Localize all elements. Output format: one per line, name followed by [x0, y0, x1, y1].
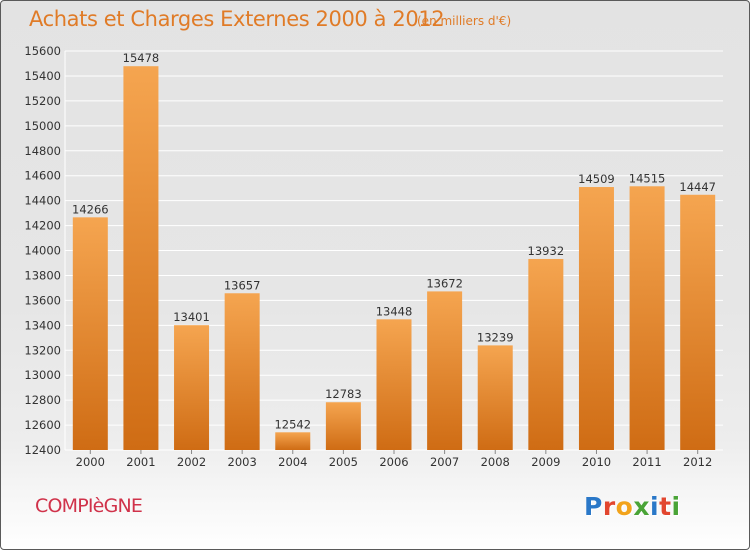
logo-letter: P — [584, 492, 603, 521]
y-tick-label: 15400 — [24, 69, 61, 83]
bar — [578, 187, 614, 450]
data-label: 15478 — [123, 51, 160, 65]
x-tick-label: 2002 — [177, 455, 206, 469]
x-tick-label: 2012 — [683, 455, 712, 469]
bar — [123, 66, 159, 450]
y-tick-label: 14200 — [24, 219, 61, 233]
logo-letter: i — [671, 492, 681, 521]
chart-title: Achats et Charges Externes 2000 à 2012 — [29, 7, 445, 31]
y-axis-ticks: 12400 12600 12800 13000 13200 13400 13600 13800… — [24, 44, 61, 457]
data-label: 14515 — [629, 171, 666, 185]
x-tick-label: 2009 — [531, 455, 560, 469]
bar — [477, 345, 513, 450]
data-label: 13672 — [426, 276, 463, 290]
x-tick-label: 2000 — [76, 455, 105, 469]
data-label: 13448 — [376, 304, 413, 318]
x-tick-label: 2001 — [126, 455, 155, 469]
data-label: 14509 — [578, 172, 615, 186]
data-label: 13932 — [528, 244, 565, 258]
bar — [680, 194, 716, 450]
y-tick-label: 13400 — [24, 318, 61, 332]
bar — [224, 293, 260, 450]
logo-letter: t — [659, 492, 672, 521]
x-tick-label: 2006 — [379, 455, 408, 469]
data-label: 13657 — [224, 278, 261, 292]
x-axis-ticks: 2000 2001 2002 2003 2004 2005 2006 2007 2008 2009… — [76, 450, 712, 469]
y-tick-label: 15600 — [24, 44, 61, 58]
bar — [275, 432, 311, 450]
logo-letter: o — [615, 492, 634, 521]
x-tick-label: 2010 — [582, 455, 611, 469]
x-tick-label: 2011 — [632, 455, 661, 469]
x-tick-label: 2005 — [329, 455, 358, 469]
y-tick-label: 14600 — [24, 169, 61, 183]
proxiti-logo: Proxiti — [584, 492, 681, 521]
y-tick-label: 14000 — [24, 244, 61, 258]
x-tick-label: 2008 — [481, 455, 510, 469]
x-tick-label: 2004 — [278, 455, 307, 469]
y-tick-label: 13200 — [24, 343, 61, 357]
data-label: 14266 — [72, 202, 109, 216]
bar — [72, 217, 108, 450]
bar — [325, 402, 361, 450]
city-name: COMPIèGNE — [35, 495, 143, 517]
data-label: 13401 — [173, 310, 210, 324]
y-tick-label: 14400 — [24, 194, 61, 208]
x-tick-label: 2007 — [430, 455, 459, 469]
bar — [376, 319, 412, 450]
data-label: 12783 — [325, 387, 362, 401]
bar — [629, 186, 665, 450]
y-tick-label: 13800 — [24, 268, 61, 282]
y-tick-label: 13000 — [24, 368, 61, 382]
logo-letter: r — [602, 492, 616, 521]
y-tick-label: 15200 — [24, 94, 61, 108]
y-tick-label: 12400 — [24, 443, 61, 457]
chart-unit-label: (en milliers d'€) — [417, 14, 512, 28]
logo-letter: x — [633, 492, 650, 521]
data-label: 14447 — [679, 180, 716, 194]
y-tick-label: 14800 — [24, 144, 61, 158]
logo-letter: i — [650, 492, 660, 521]
bar — [174, 325, 210, 450]
x-tick-label: 2003 — [228, 455, 257, 469]
y-tick-label: 15000 — [24, 119, 61, 133]
data-label: 12542 — [274, 417, 311, 431]
bars — [72, 66, 716, 450]
bar — [427, 291, 463, 450]
bar — [528, 258, 564, 450]
y-tick-label: 12800 — [24, 393, 61, 407]
data-labels: 14266 15478 13401 13657 12542 12783 13448 13672… — [72, 51, 716, 431]
y-tick-label: 12600 — [24, 418, 61, 432]
y-tick-label: 13600 — [24, 293, 61, 307]
data-label: 13239 — [477, 330, 514, 344]
